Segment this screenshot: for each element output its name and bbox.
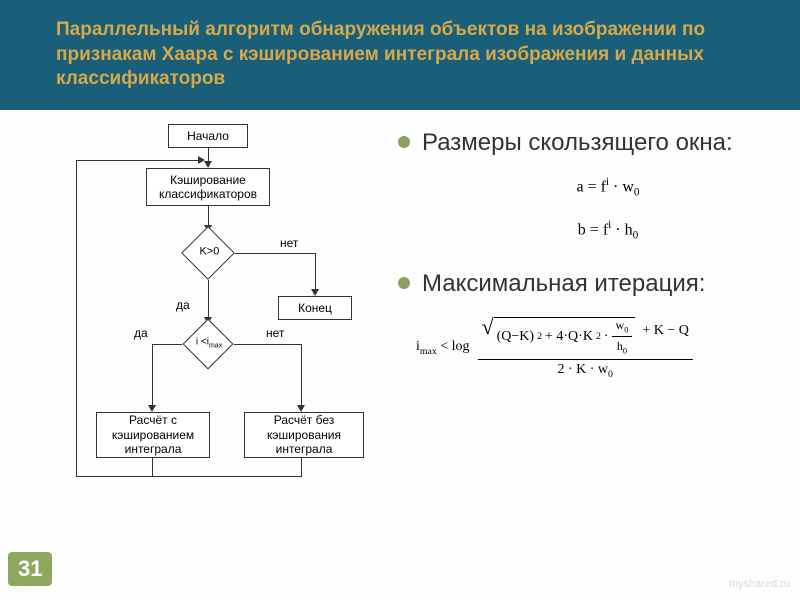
node-end: Конец [278, 296, 352, 320]
formula-window-a: a = fi · w0 [428, 176, 788, 199]
formula-window-b: b = fi · h0 [428, 219, 788, 242]
bullet-list: Размеры скользящего окна: a = fi · w0 b … [398, 120, 788, 510]
node-calc-cached-label: Расчёт с кэшированием интеграла [103, 413, 203, 456]
watermark: myshared.ru [729, 578, 790, 590]
node-decision-k: K>0 [181, 226, 235, 280]
bullet-text-1: Размеры скользящего окна: [422, 128, 733, 158]
bullet-text-2: Максимальная итерация: [422, 269, 705, 299]
edge-label-yes-2: да [134, 326, 148, 340]
node-start-label: Начало [187, 129, 229, 143]
edge-label-yes-1: да [176, 298, 190, 312]
formula-imax: imax < log √ (Q−K)2 + 4·Q·K2· w0 h0 [416, 317, 788, 380]
flowchart: Начало Кэширование классификаторов K>0 н… [48, 120, 378, 510]
bullet-dot-icon [398, 136, 410, 148]
slide-header: Параллельный алгоритм обнаружения объект… [0, 0, 800, 110]
bullet-dot-icon [398, 277, 410, 289]
slide-number-text: 31 [18, 556, 42, 581]
node-start: Начало [168, 124, 248, 148]
node-decision-i: i <imax [183, 319, 234, 370]
slide-number-badge: 31 [8, 552, 52, 586]
node-calc-nocache: Расчёт без кэширования интеграла [244, 412, 364, 458]
bullet-item-2: Максимальная итерация: [398, 269, 788, 299]
edge-label-no-2: нет [266, 326, 284, 340]
node-end-label: Конец [298, 301, 332, 315]
slide-content: Начало Кэширование классификаторов K>0 н… [0, 110, 800, 510]
node-calc-nocache-label: Расчёт без кэширования интеграла [251, 413, 357, 456]
node-cache: Кэширование классификаторов [146, 168, 270, 206]
node-decision-i-label: i <imax [159, 337, 259, 350]
slide-title: Параллельный алгоритм обнаружения объект… [56, 19, 705, 89]
node-decision-k-label: K>0 [159, 246, 259, 258]
node-calc-cached: Расчёт с кэшированием интеграла [96, 412, 210, 458]
node-cache-label: Кэширование классификаторов [153, 173, 263, 202]
edge-label-no-1: нет [280, 236, 298, 250]
bullet-item-1: Размеры скользящего окна: [398, 128, 788, 158]
